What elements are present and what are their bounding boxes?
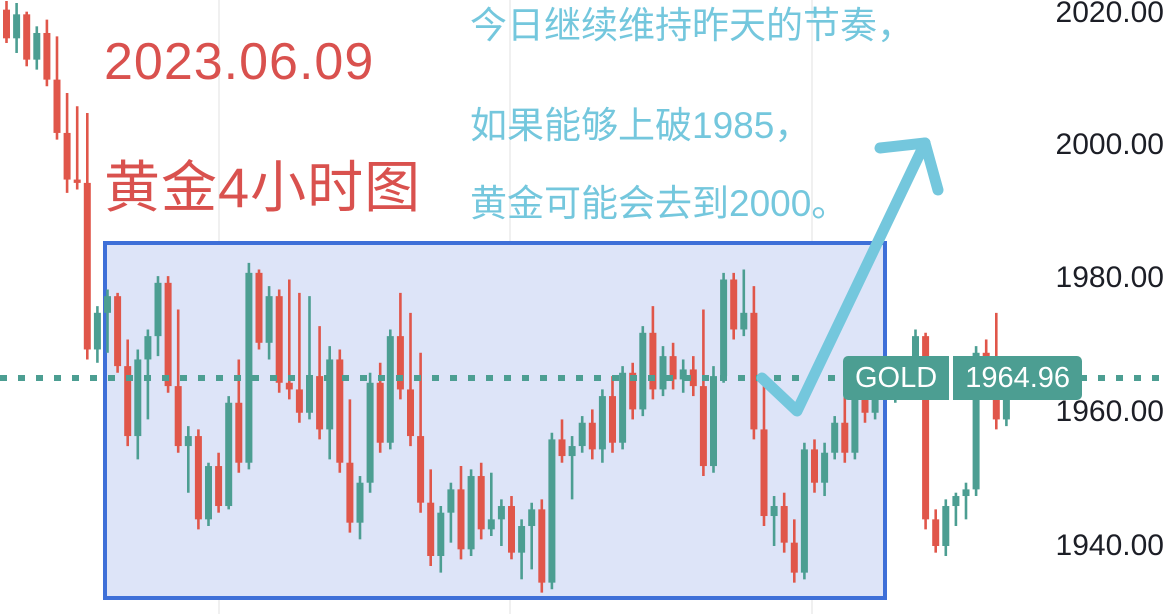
badge-symbol-label: GOLD [843, 356, 950, 400]
status-badge[interactable]: GOLD 1964.96 [843, 356, 1083, 400]
highlight-rectangle [103, 241, 887, 600]
forecast-arrow [756, 137, 944, 417]
page-title-symbol: 黄金4小时图 [104, 156, 422, 219]
annotation-line-2: 如果能够上破1985， [470, 105, 812, 146]
page-title-date: 2023.06.09 [104, 33, 375, 91]
price-axis-label: 1960.00 [1055, 395, 1164, 428]
price-axis-label: 1980.00 [1055, 261, 1164, 294]
badge-price-value: 1964.96 [953, 356, 1083, 400]
annotation-line-3: 黄金可能会去到2000。 [470, 183, 849, 224]
price-axis-label: 1940.00 [1055, 529, 1164, 562]
price-axis-label: 2020.00 [1055, 0, 1164, 29]
price-axis-label: 2000.00 [1055, 128, 1164, 161]
annotation-line-1: 今日继续维持昨天的节奏， [470, 5, 914, 46]
